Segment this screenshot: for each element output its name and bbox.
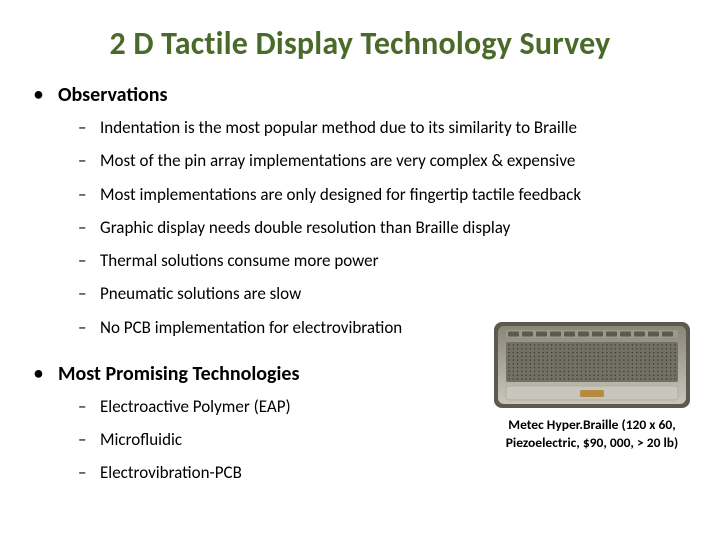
device-image [492, 320, 692, 410]
list-item: Graphic display needs double resolution … [100, 211, 720, 244]
list-item: Indentation is the most popular method d… [100, 111, 720, 144]
slide-title: 2 D Tactile Display Technology Survey [0, 0, 720, 75]
device-image-box: Metec Hyper.Braille (120 x 60, Piezoelec… [492, 320, 692, 451]
device-caption: Metec Hyper.Braille (120 x 60, Piezoelec… [492, 416, 692, 451]
list-item: Electrovibration-PCB [100, 456, 720, 489]
list-item: Pneumatic solutions are slow [100, 277, 720, 310]
caption-line: Piezoelectric, $90, 000, > 20 lb) [506, 434, 679, 451]
list-item: Thermal solutions consume more power [100, 244, 720, 277]
observations-list: Indentation is the most popular method d… [0, 111, 720, 344]
list-item: Most of the pin array implementations ar… [100, 144, 720, 177]
section-header-observations: Observations [0, 83, 720, 107]
list-item: Most implementations are only designed f… [100, 178, 720, 211]
caption-line: Metec Hyper.Braille (120 x 60, [508, 416, 675, 433]
